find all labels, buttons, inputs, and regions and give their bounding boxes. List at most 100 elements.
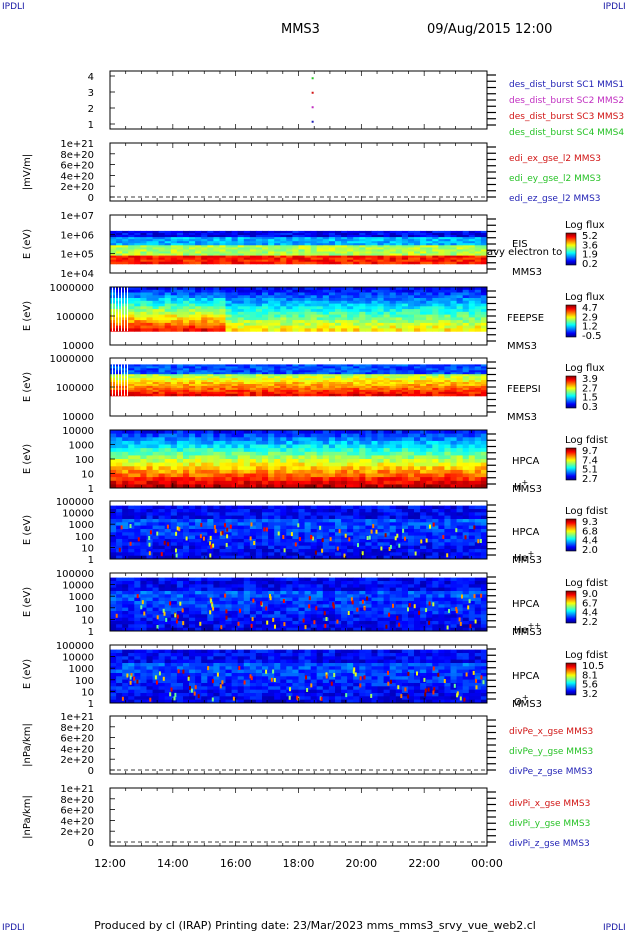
heatmap-cell — [316, 378, 324, 381]
heatmap-cell — [359, 257, 366, 261]
heatmap-cell — [426, 322, 433, 327]
heatmap-cell — [335, 448, 342, 453]
heatmap-cell — [474, 462, 482, 467]
heatmap-cell — [268, 542, 275, 547]
heatmap-cell — [274, 555, 281, 560]
heatmap-cell — [341, 306, 348, 310]
heatmap-cell — [304, 366, 312, 369]
heatmap-cell — [341, 261, 348, 265]
heatmap-cell — [341, 287, 348, 291]
heatmap-cell — [152, 237, 160, 240]
heatmap-cell — [219, 303, 227, 307]
heatmap-cell — [365, 391, 372, 395]
heatmap-cell — [365, 237, 372, 240]
heatmap-cell — [274, 257, 281, 261]
heatmap-cell — [140, 385, 147, 389]
heatmap-cell — [420, 300, 427, 305]
heatmap-cell — [480, 230, 488, 234]
heatmap-cell — [146, 480, 154, 485]
heatmap-cell — [371, 295, 379, 299]
heatmap-cell — [231, 298, 239, 302]
heatmap-cell — [444, 300, 451, 305]
heatmap-cell — [377, 249, 385, 252]
heatmap-cell — [134, 300, 141, 305]
heatmap-cell — [249, 459, 257, 464]
heatmap-cell — [401, 477, 409, 482]
heatmap-cell — [158, 261, 166, 265]
heatmap-cell — [328, 372, 336, 375]
heatmap-cell — [213, 322, 220, 327]
heatmap-cell — [183, 292, 190, 296]
heatmap-cell — [389, 322, 397, 327]
heatmap-cell — [383, 233, 391, 236]
heatmap-cell — [426, 325, 433, 329]
heatmap-cell — [432, 243, 439, 246]
heatmap-cell — [371, 430, 379, 435]
heatmap-cell — [371, 261, 379, 265]
heatmap-cell — [450, 298, 458, 302]
heatmap-cell — [395, 440, 403, 445]
heatmap-cell — [274, 325, 281, 329]
heatmap-cell — [152, 509, 160, 513]
heatmap-cell — [335, 255, 342, 259]
heatmap-cell — [195, 539, 202, 543]
heatmap-cell — [122, 519, 129, 523]
heatmap-cell — [152, 374, 160, 377]
heatmap-cell — [316, 380, 324, 383]
heatmap-cell — [183, 237, 190, 240]
heatmap-cell — [195, 372, 202, 375]
heatmap-cell — [292, 444, 299, 449]
colorbar-tick-label: 0.3 — [582, 402, 598, 413]
heatmap-cell — [359, 259, 366, 263]
heatmap-cell — [414, 253, 421, 257]
heatmap-cell — [480, 378, 488, 381]
heatmap-cell — [268, 459, 275, 464]
heatmap-cell — [237, 328, 245, 332]
heatmap-cell — [176, 372, 184, 375]
heatmap-cell — [480, 462, 488, 467]
heatmap-cell — [450, 241, 458, 244]
heatmap-cell — [183, 317, 190, 321]
heatmap-cell — [262, 448, 269, 453]
heatmap-cell — [359, 247, 366, 250]
heatmap-cell — [280, 306, 287, 310]
heatmap-cell — [164, 459, 172, 464]
heatmap-cell — [371, 477, 379, 482]
heatmap-cell — [146, 306, 154, 310]
heatmap-cell — [450, 300, 458, 305]
heatmap-cell — [189, 251, 196, 255]
heatmap-cell — [371, 245, 379, 248]
heatmap-cell — [146, 303, 154, 307]
heatmap-cell — [341, 295, 348, 299]
heatmap-cell — [146, 251, 154, 255]
heatmap-cell — [183, 391, 190, 395]
heatmap-cell — [231, 230, 239, 234]
heatmap-cell — [164, 245, 172, 248]
heatmap-cell — [243, 451, 251, 456]
heatmap-cell — [280, 298, 287, 302]
heatmap-cell — [328, 480, 336, 485]
heatmap-cell — [304, 382, 312, 385]
heatmap-cell — [341, 314, 348, 318]
heatmap-cell — [292, 515, 299, 520]
corner-label-bottom-left: IPDLI — [2, 923, 25, 933]
heatmap-cell — [432, 320, 439, 324]
heatmap-cell — [474, 249, 482, 252]
heatmap-cell — [383, 370, 391, 373]
heatmap-cell — [335, 477, 342, 482]
heatmap-cell — [207, 522, 214, 527]
heatmap-cell — [310, 391, 318, 395]
heatmap-cell — [335, 239, 342, 242]
heatmap-cell — [438, 245, 445, 248]
heatmap-cell — [304, 230, 312, 234]
heatmap-cell — [231, 261, 239, 265]
heatmap-cell — [420, 384, 427, 387]
heatmap-cell — [189, 387, 196, 391]
heatmap-cell — [353, 295, 360, 299]
heatmap-cell — [341, 289, 348, 294]
heatmap-cell — [468, 241, 476, 244]
heatmap-cell — [201, 289, 208, 294]
heatmap-cell — [341, 385, 348, 389]
heatmap-cell — [456, 245, 464, 248]
heatmap-cell — [274, 249, 281, 252]
